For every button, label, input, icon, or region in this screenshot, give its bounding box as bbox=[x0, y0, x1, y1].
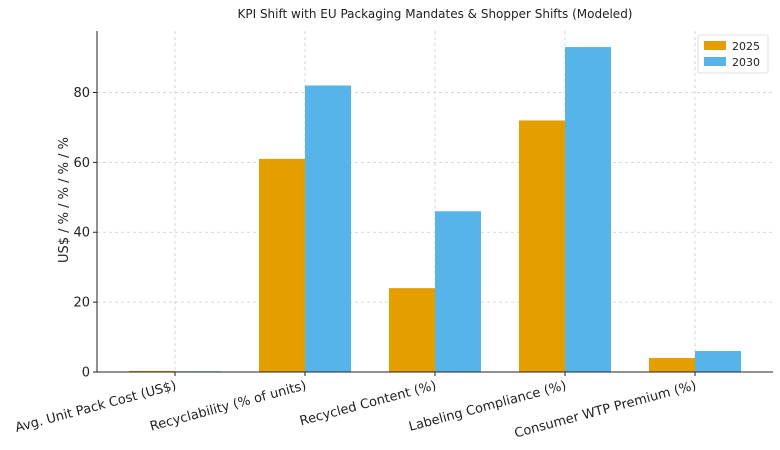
legend-swatch-2030 bbox=[704, 57, 726, 66]
legend: 2025 2030 bbox=[697, 34, 769, 74]
y-tick-label: 0 bbox=[82, 366, 90, 381]
legend-label: 2030 bbox=[732, 56, 760, 69]
bar-2025-1 bbox=[129, 370, 175, 372]
y-axis-label: US$ / % / % / % / % bbox=[57, 137, 72, 263]
bar-2030-2 bbox=[305, 85, 351, 373]
bar-2025-4 bbox=[519, 120, 565, 372]
y-tick-label: 80 bbox=[73, 86, 90, 101]
bar-2025-5 bbox=[649, 358, 695, 372]
chart-title: KPI Shift with EU Packaging Mandates & S… bbox=[237, 7, 632, 21]
bar-2025-2 bbox=[259, 158, 305, 372]
y-tick-label: 20 bbox=[73, 296, 90, 311]
bar-2030-3 bbox=[435, 211, 481, 372]
x-ticks: Avg. Unit Pack Cost (US$)Recyclability (… bbox=[14, 372, 698, 441]
bar-2025-3 bbox=[389, 288, 435, 372]
bar-2030-5 bbox=[695, 351, 741, 372]
y-tick-label: 60 bbox=[73, 156, 90, 171]
bars bbox=[129, 47, 741, 373]
y-ticks: 0 20 40 60 80 bbox=[73, 86, 97, 381]
legend-swatch-2025 bbox=[704, 41, 726, 50]
bar-2030-4 bbox=[565, 47, 611, 373]
y-tick-label: 40 bbox=[73, 226, 90, 241]
legend-label: 2025 bbox=[732, 40, 760, 53]
